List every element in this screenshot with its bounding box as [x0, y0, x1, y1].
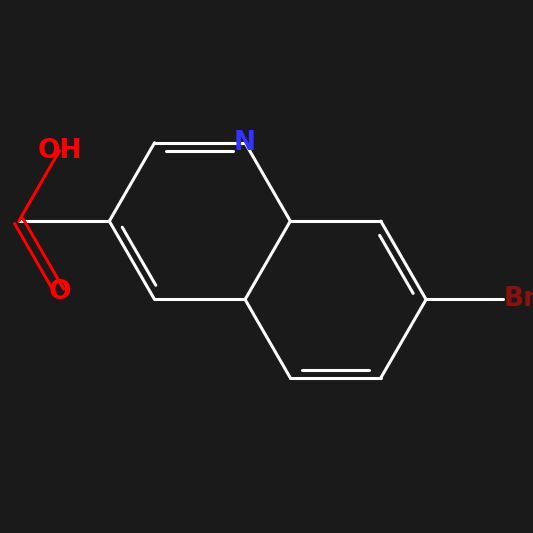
- Text: O: O: [49, 279, 71, 305]
- Text: OH: OH: [37, 138, 82, 164]
- Text: N: N: [234, 130, 256, 156]
- Text: Br: Br: [504, 287, 533, 312]
